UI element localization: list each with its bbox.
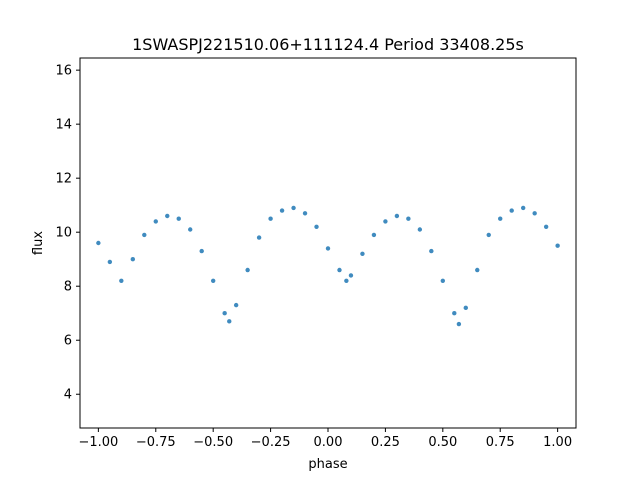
data-point — [279, 208, 285, 213]
data-point — [543, 224, 549, 229]
y-tick: 4 — [64, 388, 80, 403]
chart-title: 1SWASPJ221510.06+111124.4 Period 33408.2… — [132, 35, 524, 54]
data-point — [456, 321, 462, 327]
y-tick: 6 — [64, 334, 80, 349]
y-tick-label: 8 — [64, 280, 72, 295]
data-point — [348, 273, 354, 278]
x-tick: 0.00 — [314, 428, 343, 450]
x-tick: 0.25 — [371, 428, 400, 450]
y-tick-label: 6 — [64, 334, 72, 349]
data-point — [291, 205, 296, 211]
data-points — [96, 205, 560, 327]
data-point — [417, 227, 423, 232]
x-tick: −0.25 — [251, 428, 291, 450]
x-tick-label: −1.00 — [78, 435, 118, 450]
data-point — [176, 216, 181, 221]
x-tick-label: −0.75 — [136, 435, 176, 450]
x-tick: 0.75 — [486, 428, 515, 450]
data-point — [210, 278, 216, 284]
x-axis-label: phase — [308, 457, 347, 472]
x-tick: −0.50 — [193, 428, 233, 450]
y-tick: 14 — [55, 118, 80, 133]
plot-frame — [79, 57, 577, 429]
data-point — [227, 319, 232, 324]
y-tick-label: 10 — [55, 226, 72, 241]
x-tick-label: 0.75 — [486, 435, 515, 450]
data-point — [452, 311, 457, 316]
data-point — [188, 227, 193, 232]
data-point — [394, 213, 400, 219]
y-axis-ticks: 4 6 8 10 12 14 16 — [55, 64, 80, 403]
y-tick-label: 4 — [64, 388, 72, 403]
y-tick-label: 14 — [55, 118, 72, 133]
x-tick-label: −0.25 — [251, 435, 291, 450]
data-point — [119, 278, 124, 284]
y-tick: 12 — [55, 172, 80, 187]
data-point — [96, 240, 101, 246]
x-tick: 0.50 — [428, 428, 457, 450]
data-point — [360, 251, 365, 256]
data-point — [302, 211, 308, 216]
data-point — [153, 219, 158, 224]
data-point — [475, 267, 480, 273]
y-axis-label: flux — [31, 231, 46, 255]
data-point — [486, 232, 491, 238]
data-point — [406, 216, 411, 221]
y-tick: 8 — [64, 280, 80, 295]
data-point — [555, 243, 560, 248]
data-point — [463, 305, 468, 311]
data-point — [256, 235, 262, 240]
data-point — [371, 232, 377, 238]
data-point — [268, 216, 273, 221]
data-point — [222, 311, 227, 316]
x-tick-label: −0.50 — [193, 435, 233, 450]
x-tick-label: 0.25 — [371, 435, 400, 450]
data-point — [245, 267, 250, 273]
data-point — [130, 257, 136, 262]
data-point — [325, 246, 331, 251]
data-point — [520, 205, 526, 211]
data-point — [429, 248, 434, 254]
x-axis-ticks: −1.00 −0.75 −0.50 −0.25 0.00 0.25 0.50 0.75 1.00 — [78, 428, 572, 450]
y-tick-label: 12 — [55, 172, 72, 187]
x-tick-label: 0.00 — [314, 435, 343, 450]
x-tick: 1.00 — [543, 428, 572, 450]
y-tick: 16 — [55, 64, 80, 79]
data-point — [107, 259, 113, 265]
x-tick-label: 1.00 — [543, 435, 572, 450]
data-point — [498, 216, 503, 221]
data-point — [509, 208, 514, 213]
y-tick-label: 16 — [55, 64, 72, 79]
data-point — [142, 232, 147, 238]
data-point — [199, 248, 204, 254]
data-point — [532, 211, 537, 216]
data-point — [314, 224, 319, 229]
data-point — [344, 278, 349, 284]
x-tick: −0.75 — [136, 428, 176, 450]
data-point — [337, 267, 342, 273]
x-tick: −1.00 — [78, 428, 118, 450]
x-tick-label: 0.50 — [428, 435, 457, 450]
data-point — [165, 213, 170, 219]
data-point — [440, 278, 446, 284]
data-point — [233, 302, 239, 308]
y-tick: 10 — [55, 226, 80, 241]
data-point — [383, 219, 388, 224]
